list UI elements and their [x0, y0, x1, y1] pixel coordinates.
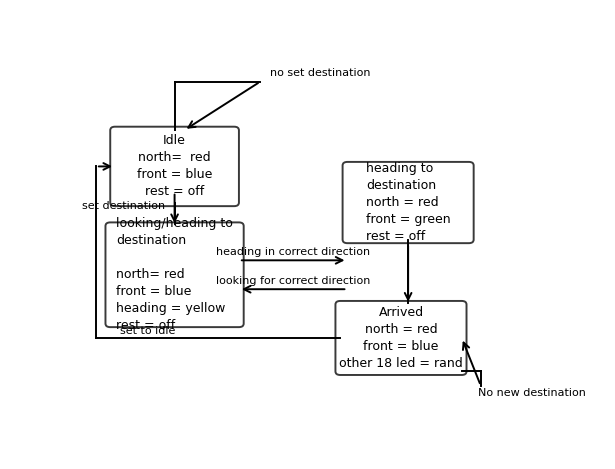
Text: heading in correct direction: heading in correct direction [216, 247, 370, 257]
Text: looking for correct direction: looking for correct direction [216, 276, 370, 286]
FancyBboxPatch shape [106, 222, 244, 327]
Text: set to idle: set to idle [120, 326, 175, 336]
FancyBboxPatch shape [335, 301, 467, 375]
Text: heading to
destination
north = red
front = green
rest = off: heading to destination north = red front… [366, 162, 450, 243]
Text: No new destination: No new destination [478, 387, 586, 398]
Text: Arrived
north = red
front = blue
other 18 led = rand: Arrived north = red front = blue other 1… [339, 306, 463, 370]
Text: set destination: set destination [82, 201, 165, 211]
Text: looking/heading to
destination

north= red
front = blue
heading = yellow
rest = : looking/heading to destination north= re… [116, 217, 233, 332]
FancyBboxPatch shape [110, 127, 239, 206]
Text: Idle
north=  red
front = blue
rest = off: Idle north= red front = blue rest = off [137, 135, 212, 198]
FancyBboxPatch shape [343, 162, 474, 243]
Text: no set destination: no set destination [270, 68, 370, 78]
